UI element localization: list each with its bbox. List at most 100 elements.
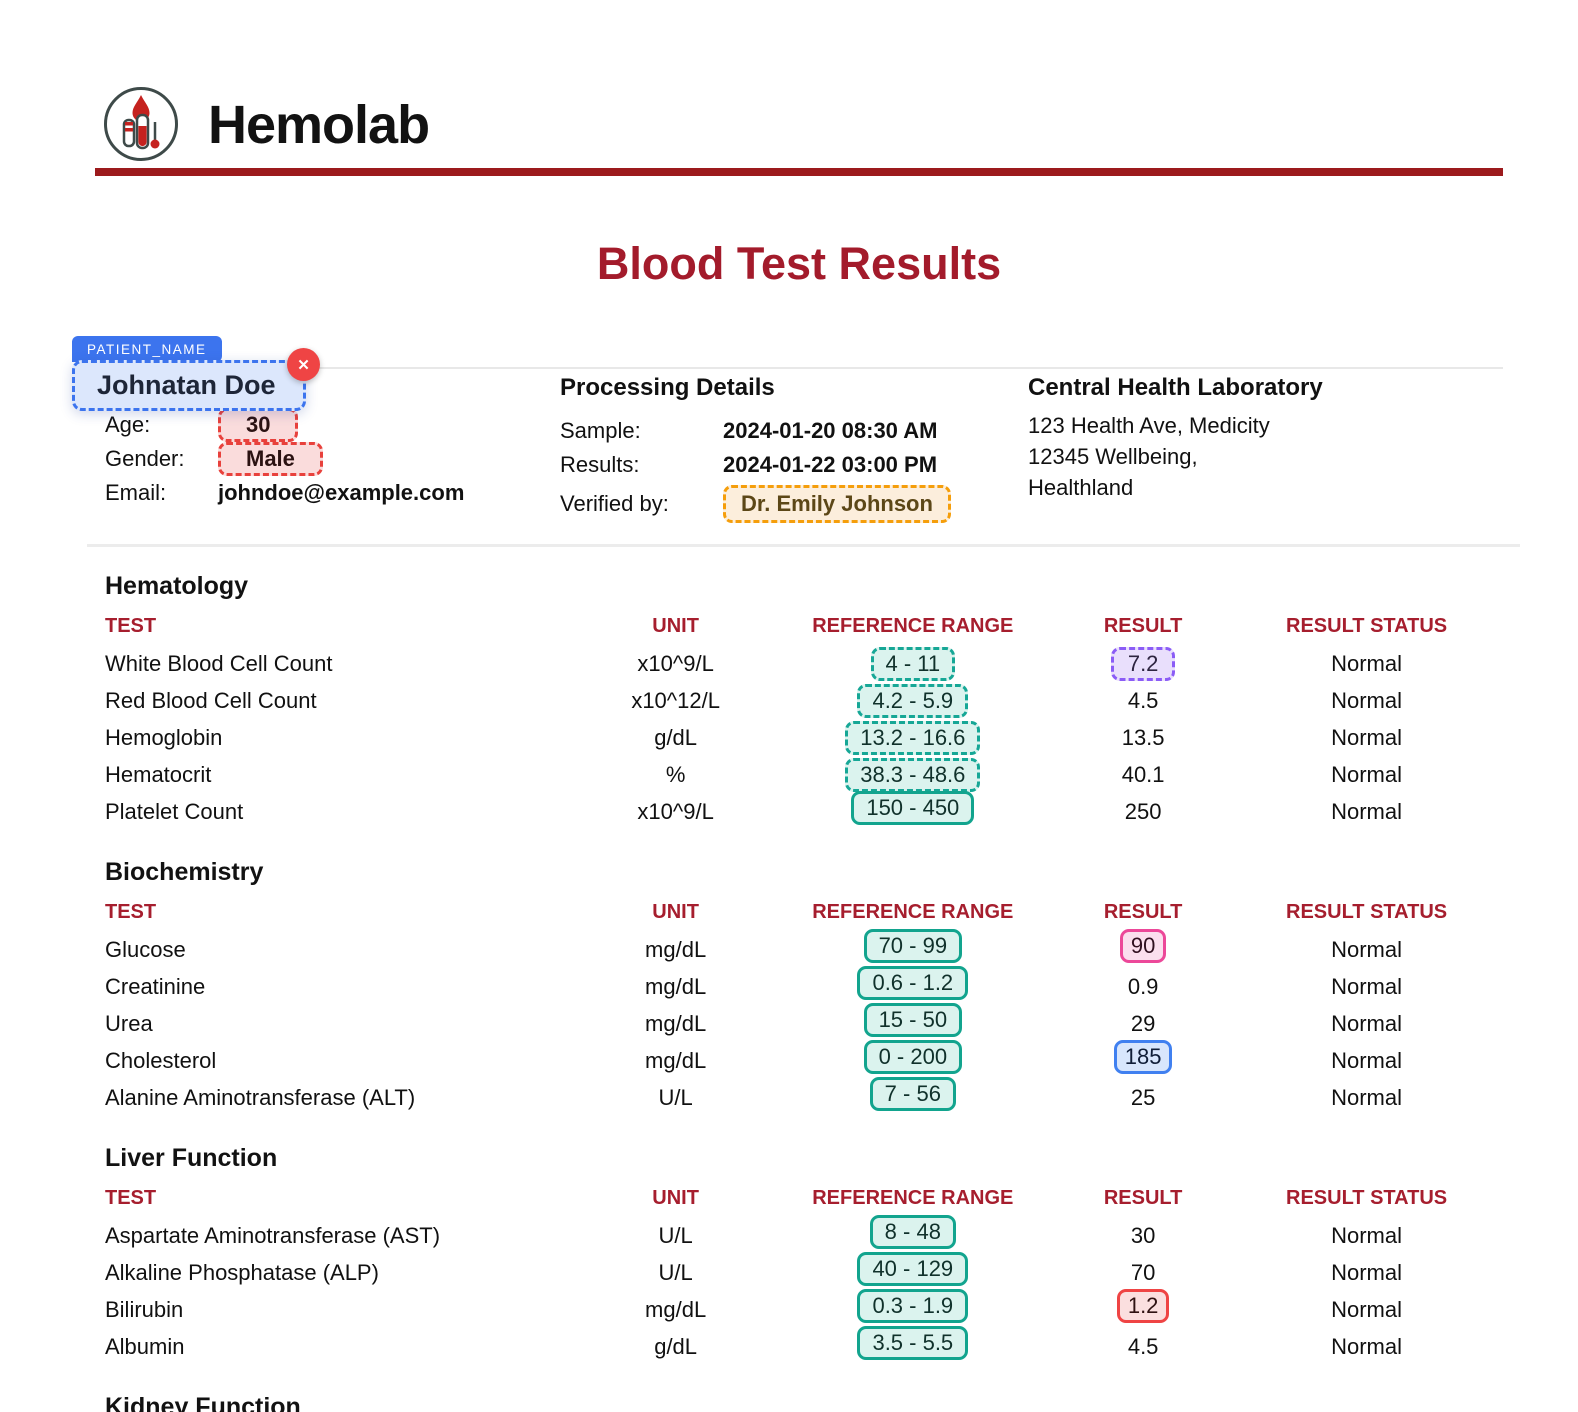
close-icon[interactable]: ✕ [287,348,320,381]
reference-range: 8 - 48 [793,1214,1034,1253]
processing-details: Processing Details Sample: 2024-01-20 08… [560,374,1020,526]
reference-range: 13.2 - 16.6 [793,720,1034,755]
result-value[interactable]: 1.2 [1116,1288,1170,1323]
result-value: 4.5 [1127,687,1159,713]
table-row: Alkaline Phosphatase (ALP) U/L 40 - 129 … [105,1251,1480,1291]
table-rows: Glucose mg/dL 70 - 99 90 Normal Creatini… [105,928,1480,1116]
reference-range-highlight[interactable]: 7 - 56 [869,1076,956,1111]
email-value: johndoe@example.com [218,480,465,505]
reference-range-highlight[interactable]: 4.2 - 5.9 [857,683,969,718]
result-value: 29 [1130,1010,1156,1036]
gender-highlight[interactable]: Male [218,442,323,476]
reference-range-highlight[interactable]: 0.6 - 1.2 [857,965,969,1000]
reference-range-highlight[interactable]: 13.2 - 16.6 [845,720,981,755]
test-unit: % [665,761,686,787]
column-header: UNIT [652,614,699,637]
section-heading: Kidney Function [105,1393,301,1412]
table-rows: White Blood Cell Count x10^9/L 4 - 11 7.… [105,645,1480,830]
result-value: 70 [1130,1259,1156,1285]
age-row: Age: 30 [105,408,535,442]
reference-range: 0.6 - 1.2 [793,965,1034,1004]
result-status: Normal [1331,973,1403,999]
table-header-row: TEST UNIT REFERENCE RANGE RESULT RESULT STAT… [105,607,1480,645]
column-header: TEST [105,900,157,923]
test-section: Hematology TEST UNIT REFERENCE RANGE RESULT… [105,572,1480,830]
reference-range: 15 - 50 [793,1002,1034,1041]
test-name: Platelet Count [105,798,244,824]
test-unit: x10^12/L [631,687,720,713]
results-label: Results: [560,452,640,477]
result-value[interactable]: 185 [1113,1039,1173,1074]
reference-range: 0 - 200 [793,1039,1034,1078]
reference-range-highlight[interactable]: 3.5 - 5.5 [857,1325,969,1360]
table-row: Alanine Aminotransferase (ALT) U/L 7 - 5… [105,1076,1480,1116]
test-unit: U/L [658,1259,693,1285]
result-status: Normal [1331,724,1403,750]
test-name: Creatinine [105,973,206,999]
laboratory-heading: Central Health Laboratory [1028,374,1323,401]
reference-range-highlight[interactable]: 0 - 200 [863,1039,963,1074]
test-result: 90 [1033,928,1253,967]
table-row: Hemoglobin g/dL 13.2 - 16.6 13.5 Normal [105,719,1480,756]
reference-range-highlight[interactable]: 8 - 48 [869,1214,956,1249]
reference-range-highlight[interactable]: 70 - 99 [863,928,963,963]
column-header: REFERENCE RANGE [812,614,1014,637]
verified-highlight[interactable]: Dr. Emily Johnson [723,485,951,523]
results-sections: Hematology TEST UNIT REFERENCE RANGE RESULT… [105,556,1480,1412]
test-unit: mg/dL [645,1010,707,1036]
test-result: 250 [1033,799,1253,825]
sample-value: 2024-01-20 08:30 AM [723,418,938,443]
result-status: Normal [1331,1333,1403,1359]
column-header: UNIT [652,1186,699,1209]
reference-range-highlight[interactable]: 15 - 50 [863,1002,963,1037]
test-name: Alanine Aminotransferase (ALT) [105,1084,416,1110]
section-divider-bottom [87,544,1520,547]
reference-range-highlight[interactable]: 4 - 11 [870,646,956,681]
test-unit: mg/dL [645,1296,707,1322]
annotation-box[interactable]: Johnatan Doe ✕ [72,348,320,411]
test-result: 1.2 [1033,1288,1253,1327]
table-row: Cholesterol mg/dL 0 - 200 185 Normal [105,1039,1480,1079]
result-status: Normal [1331,798,1403,824]
patient-name-annotation[interactable]: PATIENT_NAME Johnatan Doe ✕ [72,336,320,411]
result-value[interactable]: 7.2 [1110,646,1176,681]
sample-row: Sample: 2024-01-20 08:30 AM [560,414,1020,448]
reference-range-highlight[interactable]: 150 - 450 [851,790,975,825]
test-name: White Blood Cell Count [105,650,333,676]
email-label: Email: [105,480,167,505]
test-name: Hemoglobin [105,724,223,750]
test-unit: U/L [658,1084,693,1110]
result-status: Normal [1331,1296,1403,1322]
test-unit: x10^9/L [637,650,714,676]
test-unit: g/dL [654,1333,698,1359]
result-value[interactable]: 90 [1119,928,1167,963]
column-header: TEST [105,1186,157,1209]
test-result: 7.2 [1033,646,1253,681]
test-result: 30 [1033,1223,1253,1249]
test-result: 13.5 [1033,725,1253,751]
age-highlight[interactable]: 30 [218,408,299,442]
verified-label: Verified by: [560,491,669,516]
header-rule [95,168,1503,176]
reference-range-highlight[interactable]: 38.3 - 48.6 [845,757,981,792]
column-header: UNIT [652,900,699,923]
column-header: RESULT [1103,900,1183,923]
test-result: 29 [1033,1011,1253,1037]
reference-range: 150 - 450 [793,790,1034,829]
table-header-row: TEST UNIT REFERENCE RANGE RESULT RESULT STAT… [105,893,1480,931]
result-value: 13.5 [1121,724,1165,750]
result-value: 4.5 [1127,1333,1159,1359]
result-status: Normal [1331,1222,1403,1248]
section-heading: Liver Function [105,1144,278,1172]
brand-name: Hemolab [208,95,430,155]
test-name: Hematocrit [105,761,212,787]
reference-range: 7 - 56 [793,1076,1034,1115]
table-row: Aspartate Aminotransferase (AST) U/L 8 -… [105,1214,1480,1254]
column-header: TEST [105,614,157,637]
annotation-tag[interactable]: PATIENT_NAME [72,336,222,362]
test-name: Bilirubin [105,1296,184,1322]
table-row: Albumin g/dL 3.5 - 5.5 4.5 Normal [105,1325,1480,1365]
reference-range-highlight[interactable]: 40 - 129 [857,1251,969,1286]
test-tube-icon [122,113,150,150]
reference-range-highlight[interactable]: 0.3 - 1.9 [857,1288,969,1323]
